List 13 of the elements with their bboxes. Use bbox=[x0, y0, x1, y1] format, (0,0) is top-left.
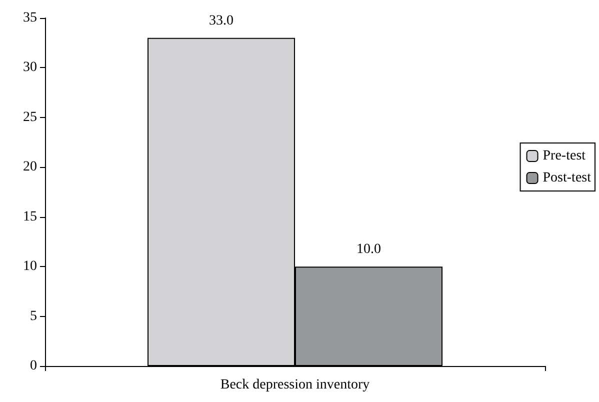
x-tick-label: Beck depression inventory bbox=[220, 378, 370, 392]
y-tick-label: 25 bbox=[23, 110, 37, 125]
y-tick-label: 20 bbox=[23, 160, 37, 175]
y-tick-label: 5 bbox=[30, 308, 37, 324]
y-tick-label: 35 bbox=[23, 10, 37, 26]
legend-label: Pre-test bbox=[542, 148, 586, 164]
y-tick-label: 15 bbox=[23, 209, 37, 224]
data-label: 10.0 bbox=[356, 242, 381, 258]
y-tick-label: 10 bbox=[23, 259, 37, 274]
y-tick-label: 30 bbox=[23, 60, 37, 76]
data-label: 33.0 bbox=[209, 13, 234, 28]
y-tick-label: 0 bbox=[30, 358, 37, 374]
legend-label: Post-test bbox=[542, 170, 592, 186]
